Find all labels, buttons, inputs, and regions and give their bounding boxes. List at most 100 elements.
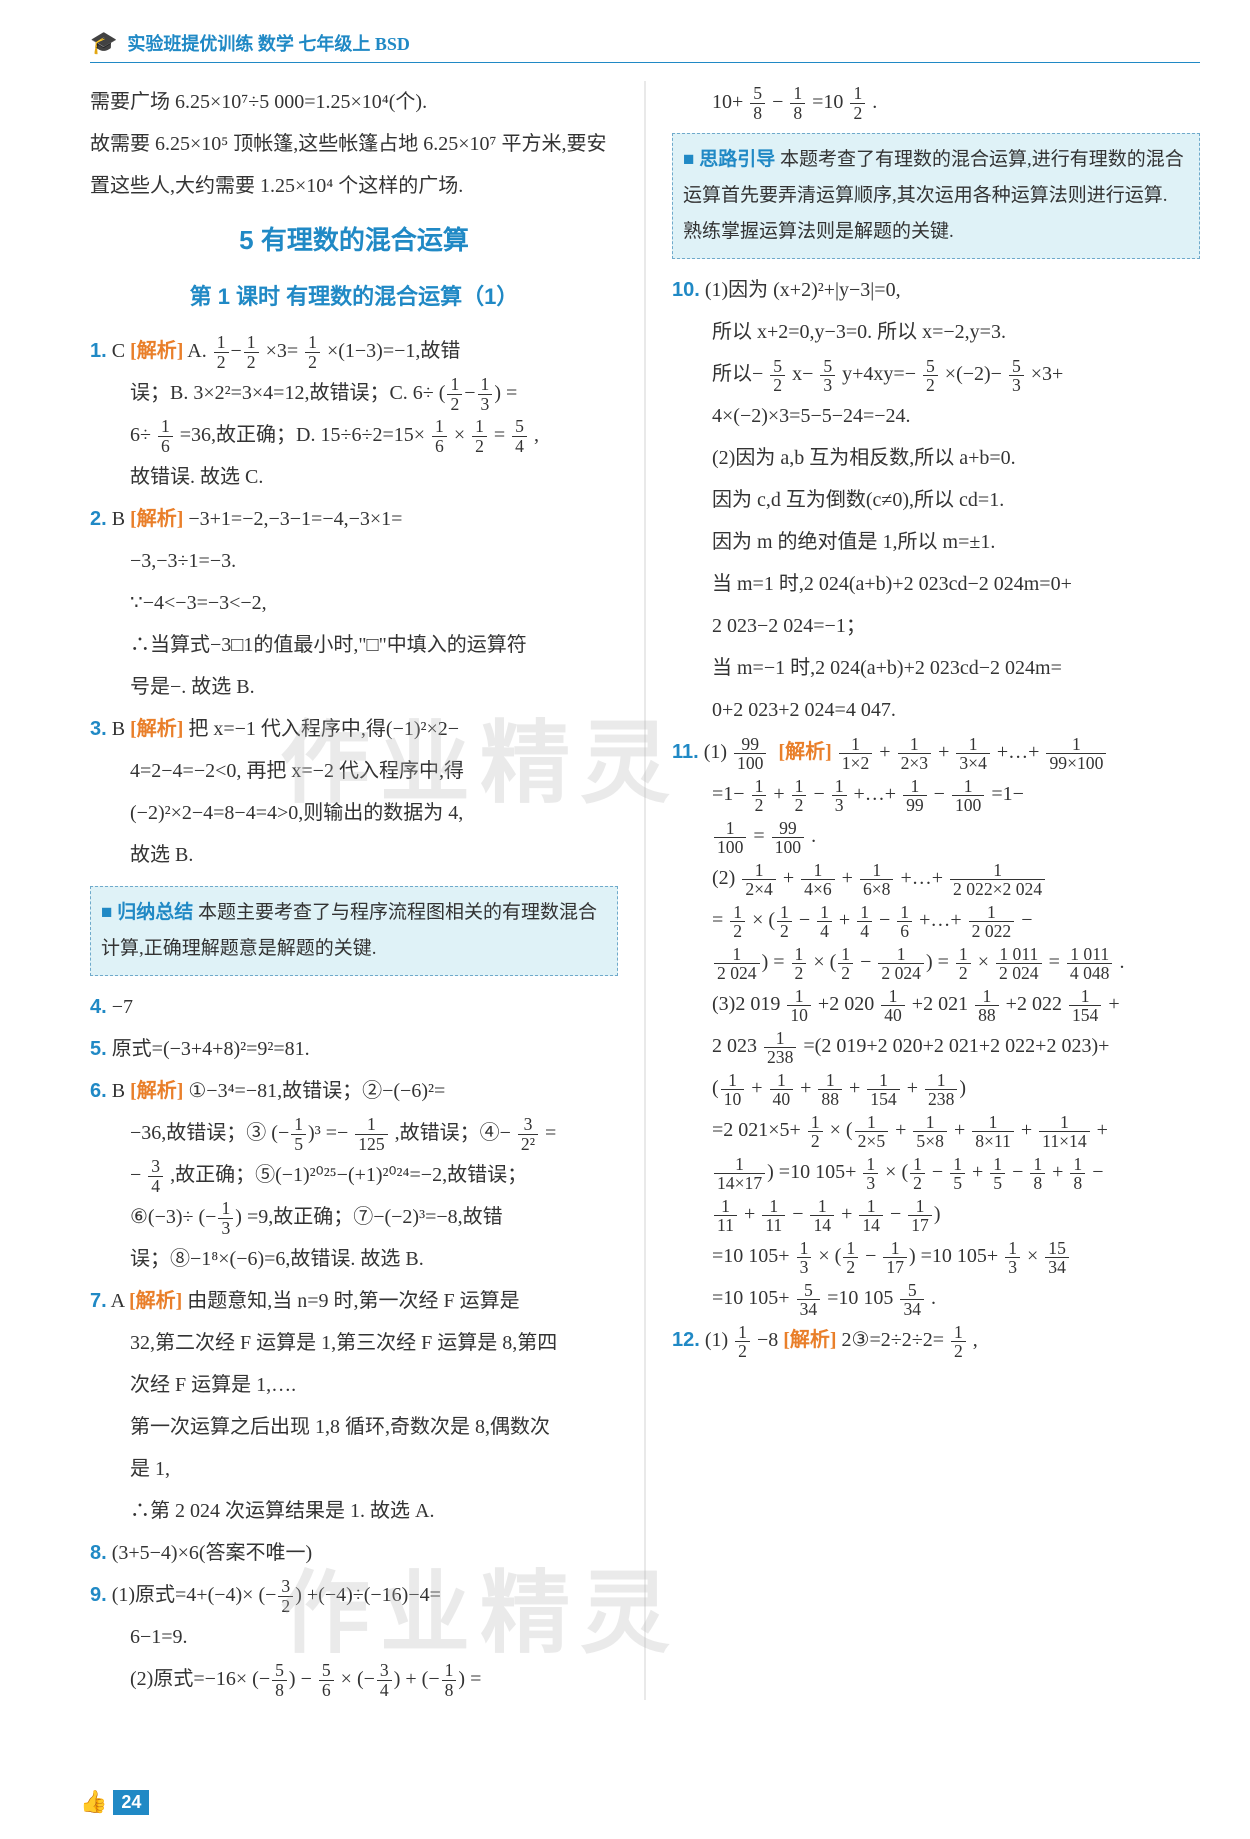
q11-p3h: =10 105+ 534 =10 105 534 .: [672, 1277, 1200, 1319]
frac: 12: [752, 777, 767, 815]
q2-l4: ∴当算式−3□1的值最小时,"□"中填入的运算符: [90, 624, 618, 666]
t: (2)原式=−16×: [130, 1668, 247, 1690]
frac: 52: [770, 357, 785, 395]
frac: 1238: [925, 1071, 957, 1109]
frac: 12: [792, 945, 807, 983]
t: ①−3⁴=−81,故错误；②−(−6)²=: [188, 1080, 445, 1102]
intro-line-1: 需要广场 6.25×10⁷÷5 000=1.25×10⁴(个).: [90, 81, 618, 123]
q12: 12. (1) 12 −8 [解析] 2③=2÷2÷2= 12 ,: [672, 1319, 1200, 1361]
t: ×: [341, 1668, 352, 1690]
frac: 12: [447, 375, 462, 413]
frac: 99100: [734, 735, 766, 773]
q1-ans: C: [112, 340, 125, 362]
frac: 12: [910, 1155, 925, 1193]
t: −: [130, 1164, 141, 1186]
frac: 18: [442, 1661, 457, 1699]
q1-l4: 故错误. 故选 C.: [90, 456, 618, 498]
t: +: [744, 1203, 755, 1225]
frac: 15: [990, 1155, 1005, 1193]
frac: 12: [305, 333, 320, 371]
q7-l6: ∴第 2 024 次运算结果是 1. 故选 A.: [90, 1490, 618, 1532]
frac: 1154: [1069, 987, 1101, 1025]
t: =10: [812, 91, 843, 113]
frac: 32²: [518, 1115, 538, 1153]
q10-l7: 因为 m 的绝对值是 1,所以 m=±1.: [672, 521, 1200, 563]
page-number: 👍 24: [80, 1789, 149, 1815]
frac: 140: [770, 1071, 794, 1109]
frac: 13×4: [956, 735, 990, 773]
content-columns: 需要广场 6.25×10⁷÷5 000=1.25×10⁴(个). 故需要 6.2…: [90, 81, 1200, 1700]
q10-l6: 因为 c,d 互为倒数(c≠0),所以 cd=1.: [672, 479, 1200, 521]
frac: 12: [951, 1323, 966, 1361]
frac: 12: [472, 417, 487, 455]
frac: 12: [792, 777, 807, 815]
frac: 14: [857, 903, 872, 941]
t: −: [1092, 1161, 1103, 1183]
frac: 199: [903, 777, 927, 815]
frac: 114×17: [714, 1155, 765, 1193]
frac: 15: [291, 1115, 306, 1153]
t: −: [792, 1203, 803, 1225]
t: +…+: [900, 867, 943, 889]
frac: 15: [950, 1155, 965, 1193]
frac: 117: [908, 1197, 932, 1235]
section-title: 5 有理数的混合运算: [90, 213, 618, 268]
frac: 18: [1070, 1155, 1085, 1193]
frac: 12×3: [898, 735, 932, 773]
frac: 12: [843, 1239, 858, 1277]
t: .: [931, 1287, 936, 1309]
frac: 15×8: [913, 1113, 947, 1151]
frac: 199×100: [1046, 735, 1106, 773]
t: +: [841, 1203, 852, 1225]
frac: 111: [714, 1197, 737, 1235]
t: −: [934, 783, 945, 805]
guide-box: ■ 思路引导 本题考查了有理数的混合运算,进行有理数的混合运算首先要弄清运算顺序…: [672, 133, 1200, 259]
q12-tag: [解析]: [783, 1329, 836, 1351]
frac: 34: [148, 1157, 163, 1195]
q9-l2: 6−1=9.: [90, 1616, 618, 1658]
t: +2 021: [912, 993, 968, 1015]
t: 10+: [712, 91, 743, 113]
t: (1): [705, 1329, 728, 1351]
q2-l2: −3,−3÷1=−3.: [90, 540, 618, 582]
t: −: [879, 909, 890, 931]
q2-l5: 号是−. 故选 B.: [90, 666, 618, 708]
q11-p3d: =2 021×5+ 12 × (12×5 + 15×8 + 18×11 + 11…: [672, 1109, 1200, 1151]
t: −: [865, 1245, 876, 1267]
t: −: [772, 91, 783, 113]
frac: 13: [1005, 1239, 1020, 1277]
q11-p3f: 111 + 111 − 114 + 114 − 117): [672, 1193, 1200, 1235]
q7-ans: A: [111, 1290, 124, 1312]
section-subtitle: 第 1 课时 有理数的混合运算（1）: [90, 274, 618, 320]
t: ⑥(−3)÷: [130, 1206, 194, 1228]
q7-l3: 次经 F 运算是 1,….: [90, 1364, 618, 1406]
intro-line-2: 故需要 6.25×10⁵ 顶帐篷,这些帐篷占地 6.25×10⁷ 平方米,要安置…: [90, 123, 618, 207]
hat-icon: 🎓: [90, 30, 117, 56]
frac: 34: [377, 1661, 392, 1699]
frac: 18×11: [972, 1113, 1014, 1151]
frac: 111: [762, 1197, 785, 1235]
t: =10 105+: [779, 1161, 857, 1183]
frac: 18: [1030, 1155, 1045, 1193]
t: =: [545, 1122, 556, 1144]
t: A.: [187, 340, 211, 362]
frac: 53: [1009, 357, 1024, 395]
t: 所以−: [712, 363, 763, 385]
q11-p3c: (110 + 140 + 188 + 1154 + 1238): [672, 1067, 1200, 1109]
t: 2 023: [712, 1035, 757, 1057]
frac: 12×4: [742, 861, 776, 899]
frac: 12: [838, 945, 853, 983]
t: −: [890, 1203, 901, 1225]
t: ,: [534, 424, 539, 446]
frac: 14: [817, 903, 832, 941]
q7-num: 7.: [90, 1290, 107, 1312]
q3: 3. B [解析] 把 x=−1 代入程序中,得(−1)²×2−: [90, 708, 618, 750]
q7: 7. A [解析] 由题意知,当 n=9 时,第一次经 F 运算是: [90, 1280, 618, 1322]
frac: 12: [956, 945, 971, 983]
t: ×: [818, 1245, 829, 1267]
frac: 1125: [355, 1115, 387, 1153]
t: +: [895, 1119, 906, 1141]
q2: 2. B [解析] −3+1=−2,−3−1=−4,−3×1=: [90, 498, 618, 540]
frac: 12: [730, 903, 745, 941]
q11-num: 11.: [672, 741, 699, 763]
